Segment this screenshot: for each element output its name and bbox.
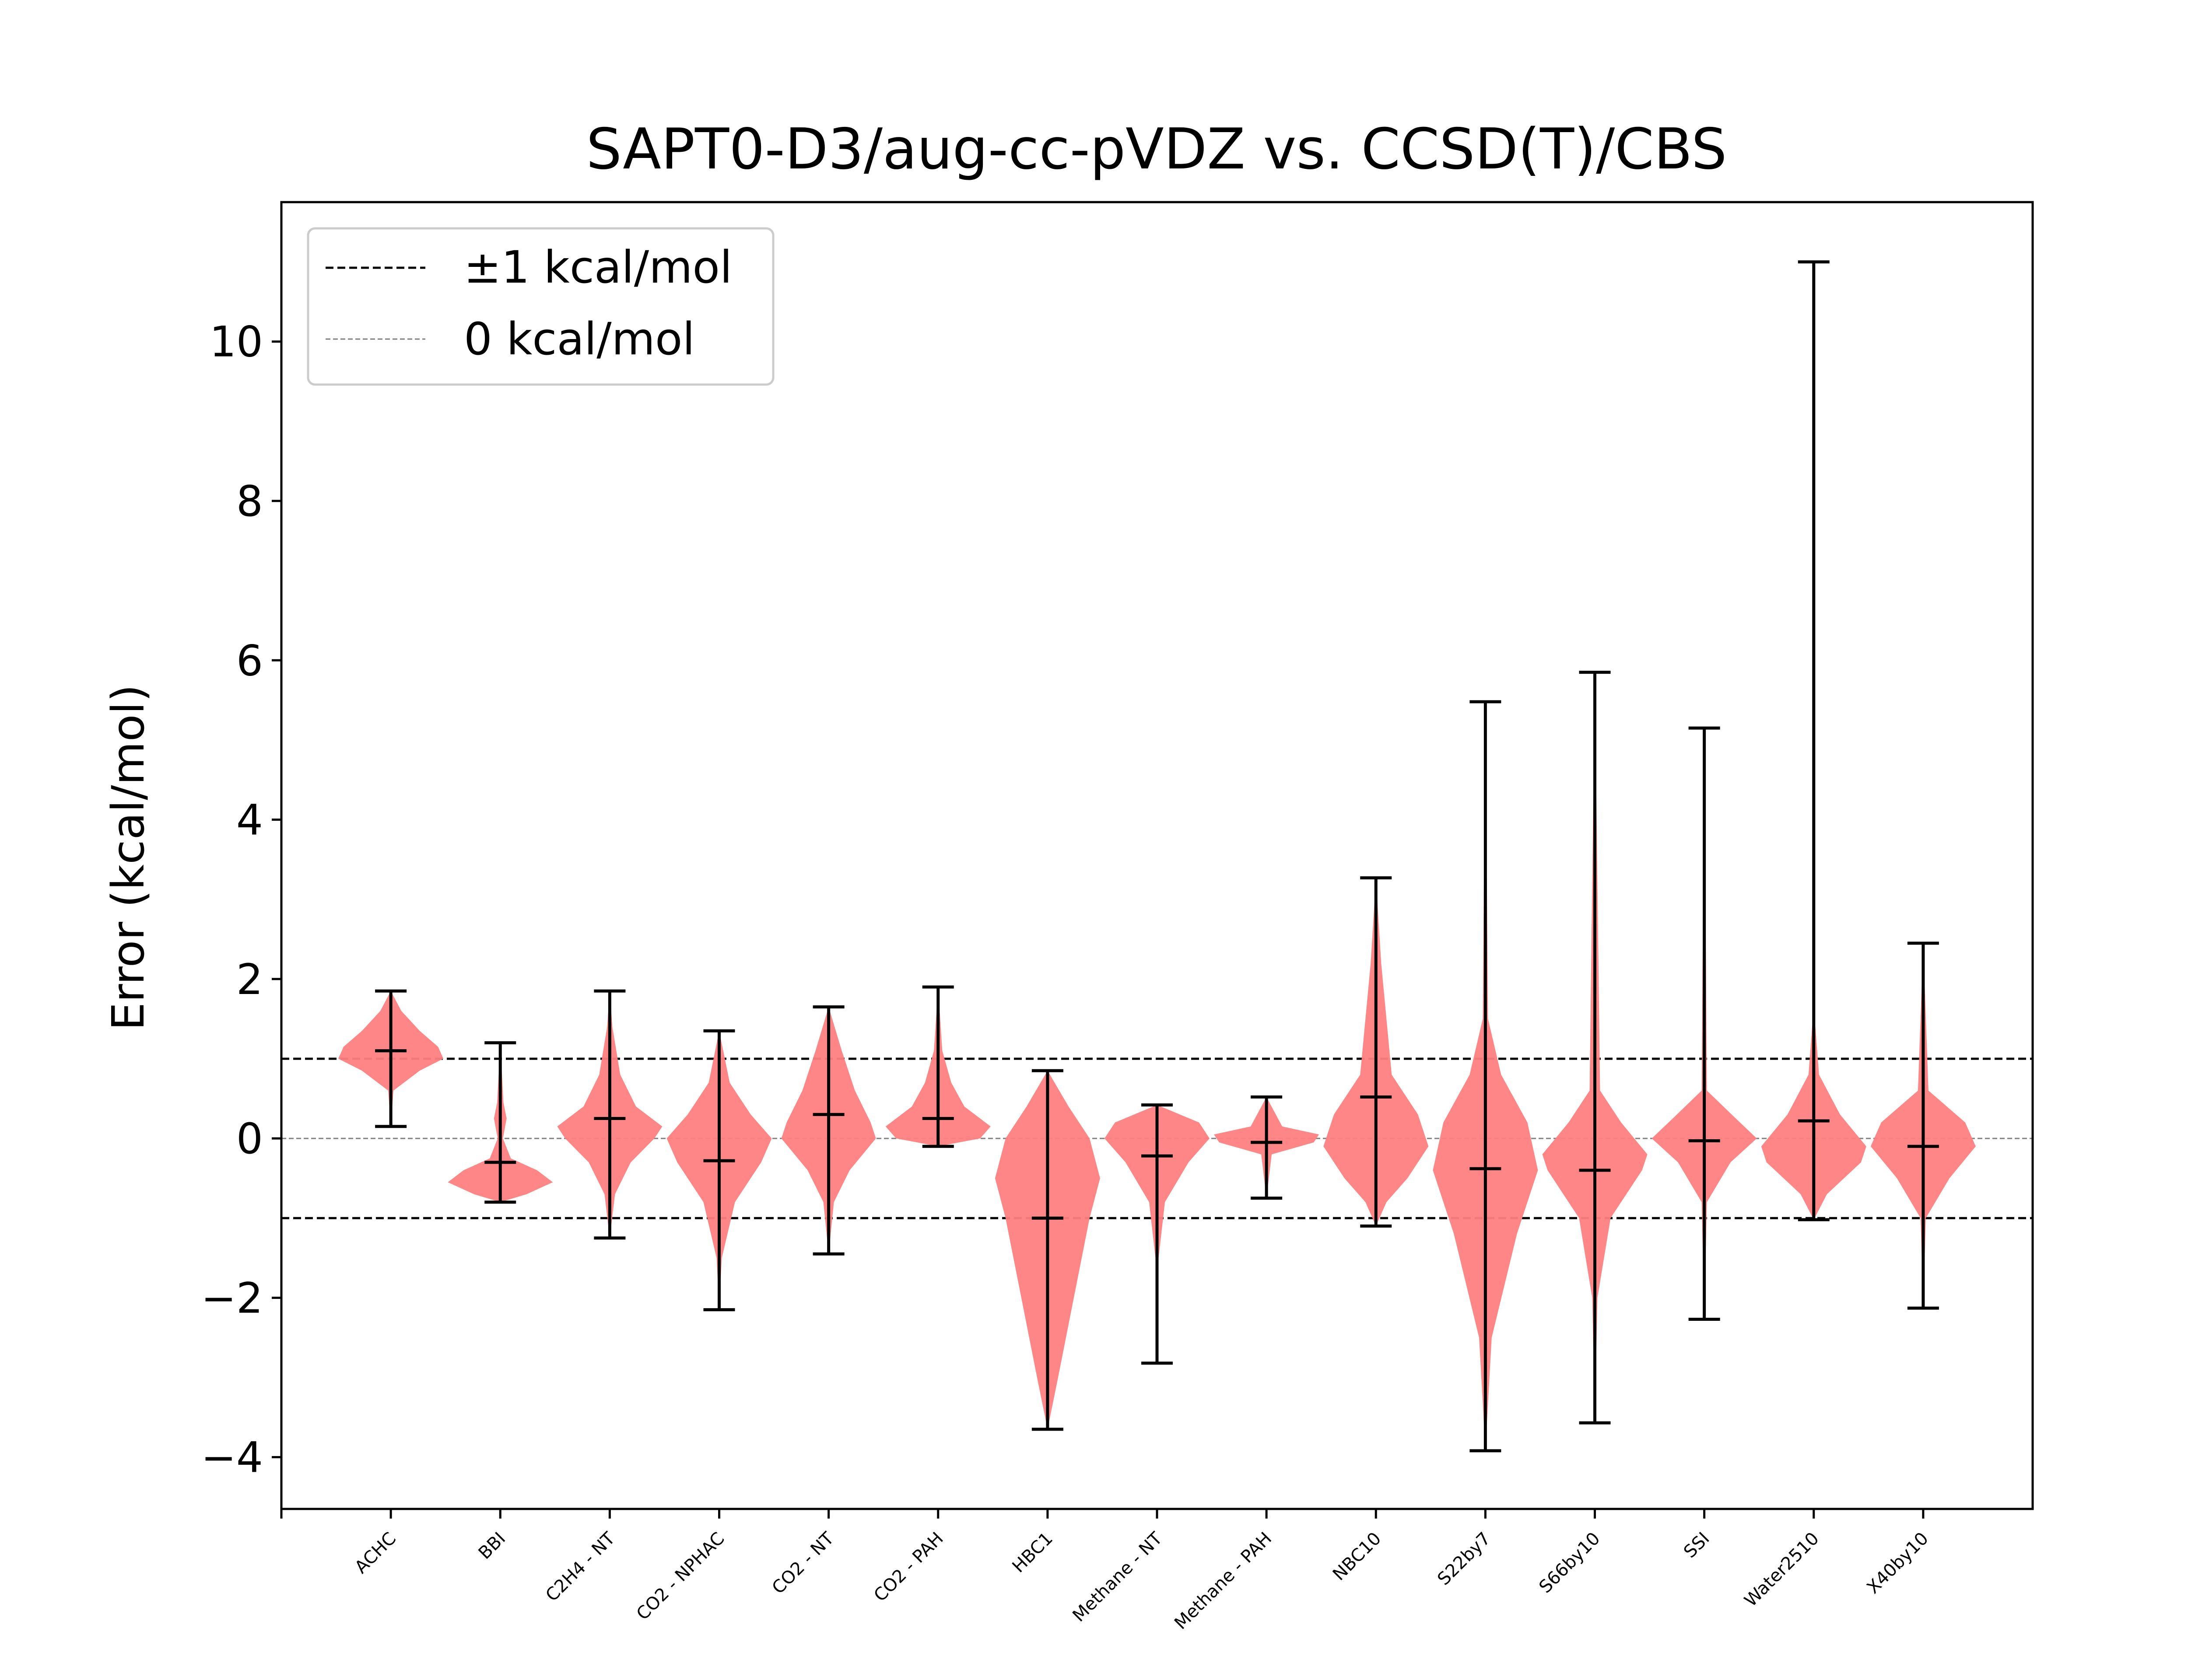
y-tick-label: 2 xyxy=(236,955,263,1004)
y-axis-label: Error (kcal/mol) xyxy=(102,684,154,1030)
y-tick-label: −4 xyxy=(201,1433,263,1482)
chart-title: SAPT0-D3/aug-cc-pVDZ vs. CCSD(T)/CBS xyxy=(586,117,1727,182)
legend: ±1 kcal/mol 0 kcal/mol xyxy=(307,227,775,386)
legend-label-ref-0: 0 kcal/mol xyxy=(464,313,695,365)
y-tick-label: 0 xyxy=(236,1114,263,1163)
legend-label-ref-1: ±1 kcal/mol xyxy=(464,242,732,294)
y-tick-label: 8 xyxy=(236,477,263,526)
y-tick-label: 10 xyxy=(210,318,263,367)
plot-frame xyxy=(280,201,2034,1510)
y-tick-label: 6 xyxy=(236,636,263,685)
y-tick-label: 4 xyxy=(236,796,263,845)
y-tick-label: −2 xyxy=(201,1274,263,1323)
